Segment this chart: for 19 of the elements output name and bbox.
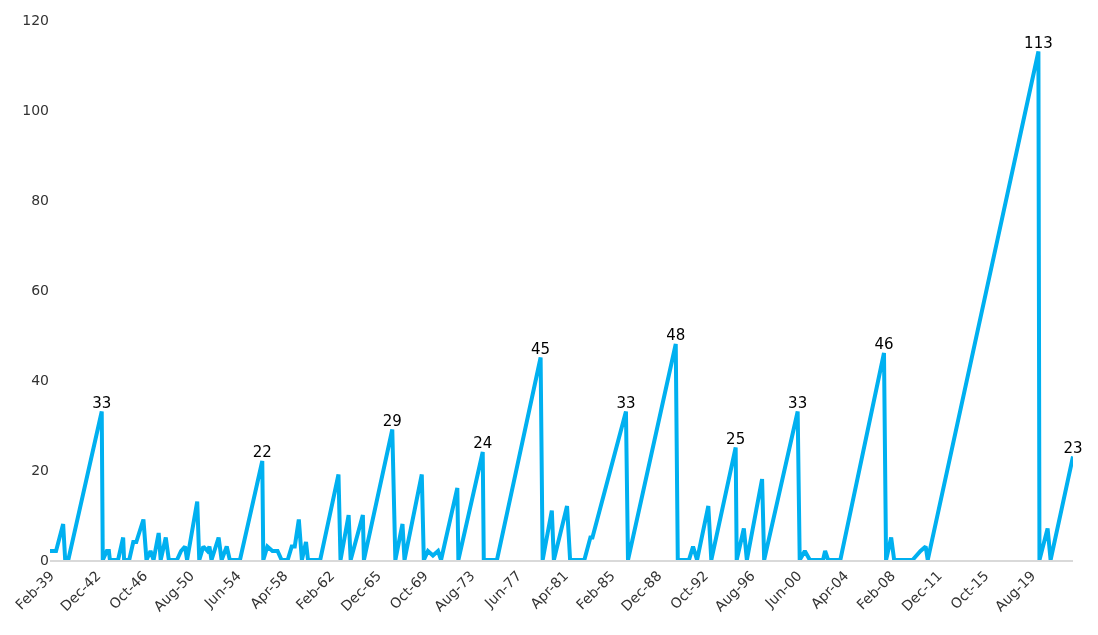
data-label: 33 <box>92 393 112 412</box>
y-tick-label: 40 <box>31 371 49 388</box>
y-tick-label: 100 <box>22 101 49 118</box>
data-label: 45 <box>531 339 551 358</box>
data-label: 24 <box>473 434 493 453</box>
data-label: 33 <box>788 393 808 412</box>
y-tick-label: 0 <box>40 551 49 568</box>
data-label: 22 <box>252 443 272 462</box>
data-label: 25 <box>726 429 746 448</box>
data-label: 46 <box>874 335 894 354</box>
y-tick-label: 60 <box>31 281 49 298</box>
data-label: 23 <box>1063 438 1083 457</box>
data-label: 29 <box>382 411 402 430</box>
y-tick-label: 20 <box>31 461 49 478</box>
data-label: 48 <box>666 326 686 345</box>
y-tick-label: 80 <box>31 191 49 208</box>
data-label: 33 <box>616 393 636 412</box>
data-label: 113 <box>1024 33 1053 52</box>
y-tick-label: 120 <box>22 11 49 28</box>
